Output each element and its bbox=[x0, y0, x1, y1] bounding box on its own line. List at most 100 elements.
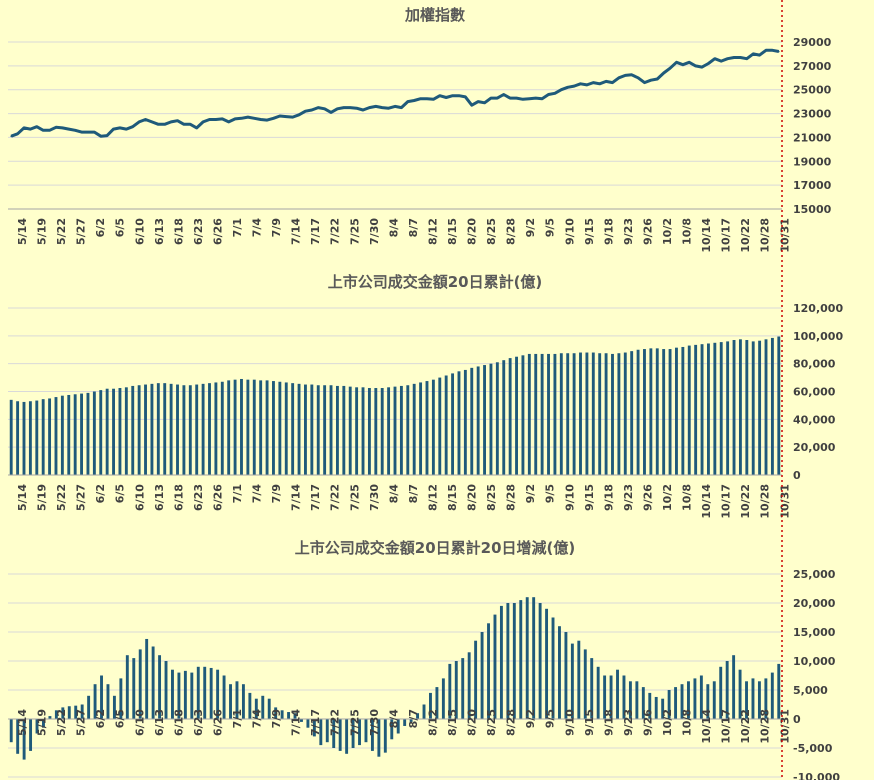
x-tick-label: 8/20 bbox=[466, 709, 479, 736]
bar bbox=[699, 675, 703, 719]
bar bbox=[521, 355, 525, 475]
bar bbox=[725, 661, 729, 719]
bar bbox=[764, 678, 768, 719]
data-point bbox=[739, 56, 742, 59]
data-point bbox=[61, 127, 64, 129]
bar bbox=[48, 716, 52, 719]
bar bbox=[209, 667, 213, 719]
data-point bbox=[362, 109, 364, 111]
x-tick-label: 8/7 bbox=[407, 709, 420, 728]
bar bbox=[367, 388, 371, 475]
x-tick-label: 8/28 bbox=[505, 484, 518, 511]
bar bbox=[770, 337, 774, 475]
x-tick-label: 5/22 bbox=[55, 709, 68, 736]
data-point bbox=[42, 129, 44, 132]
bar bbox=[758, 340, 762, 475]
bar bbox=[304, 384, 307, 475]
bar bbox=[190, 672, 194, 719]
bar bbox=[751, 341, 755, 475]
bar bbox=[406, 385, 410, 475]
bar bbox=[425, 381, 429, 475]
x-tick-label: 7/1 bbox=[231, 484, 244, 503]
x-tick-label: 7/4 bbox=[251, 484, 264, 504]
x-tick-label: 5/14 bbox=[16, 709, 29, 736]
data-point bbox=[16, 133, 19, 135]
data-point bbox=[611, 81, 614, 84]
bar bbox=[358, 719, 361, 746]
bar bbox=[183, 670, 187, 719]
x-tick-label: 9/10 bbox=[563, 709, 576, 736]
bar bbox=[732, 655, 736, 719]
bar bbox=[635, 681, 639, 719]
bar bbox=[553, 353, 557, 475]
bar bbox=[138, 649, 142, 719]
bar bbox=[100, 675, 103, 719]
y-tick-label: 17000 bbox=[793, 179, 832, 192]
bar bbox=[387, 387, 391, 475]
data-point bbox=[215, 118, 217, 121]
bar bbox=[261, 695, 265, 719]
bar bbox=[377, 719, 381, 757]
x-tick-label: 7/14 bbox=[290, 218, 303, 245]
x-tick-label: 5/14 bbox=[16, 484, 29, 511]
bar bbox=[655, 348, 659, 475]
x-tick-label: 10/31 bbox=[778, 218, 791, 253]
bar bbox=[9, 719, 13, 743]
x-tick-label: 10/2 bbox=[661, 218, 674, 245]
bar bbox=[67, 394, 71, 475]
x-tick-label: 7/17 bbox=[309, 484, 322, 511]
bar bbox=[403, 719, 407, 726]
bar bbox=[22, 401, 26, 475]
bar bbox=[246, 379, 250, 475]
chart-index: 加權指數 15000 17000 19000 21000 23000 25000 27000 2… bbox=[8, 6, 832, 253]
bar bbox=[54, 710, 58, 719]
bar bbox=[164, 661, 168, 719]
x-tick-label: 9/5 bbox=[544, 218, 557, 237]
data-point bbox=[496, 97, 499, 99]
data-point bbox=[618, 76, 620, 79]
data-point bbox=[304, 110, 307, 112]
bar bbox=[233, 379, 237, 475]
bar bbox=[451, 373, 455, 475]
bar bbox=[267, 698, 271, 719]
data-point bbox=[253, 117, 256, 120]
data-point bbox=[151, 121, 153, 123]
data-point bbox=[413, 99, 415, 102]
x-tick-label: 9/23 bbox=[622, 484, 635, 511]
data-point bbox=[714, 57, 716, 60]
bar bbox=[335, 385, 339, 475]
bar bbox=[590, 658, 594, 719]
bar bbox=[150, 383, 154, 475]
x-tick-label: 9/18 bbox=[602, 484, 615, 511]
x-tick-label: 6/13 bbox=[153, 709, 166, 736]
bar bbox=[422, 704, 426, 719]
bar bbox=[383, 719, 387, 753]
bar bbox=[687, 681, 690, 719]
bar bbox=[674, 687, 678, 719]
bar bbox=[74, 705, 78, 719]
bar bbox=[476, 366, 480, 475]
x-tick-label: 8/20 bbox=[466, 218, 479, 245]
data-point bbox=[682, 63, 684, 66]
y-tick-label: 15,000 bbox=[793, 626, 836, 639]
x-tick-label: 7/30 bbox=[368, 709, 381, 736]
bar bbox=[448, 663, 452, 719]
bar bbox=[707, 343, 710, 475]
chart-change: 上市公司成交金額20日累計20日增減(億) -10,000 -5,000 0 5,000… bbox=[8, 539, 840, 780]
y-tick-label: -10,000 bbox=[793, 771, 840, 780]
bar bbox=[332, 719, 336, 748]
bar bbox=[241, 684, 245, 719]
x-tick-label: 7/22 bbox=[329, 709, 342, 736]
data-point bbox=[643, 81, 646, 84]
data-point bbox=[387, 107, 390, 110]
bar bbox=[310, 384, 314, 475]
bar bbox=[745, 340, 749, 475]
bar bbox=[777, 336, 781, 475]
data-point bbox=[566, 86, 569, 89]
bar bbox=[87, 695, 91, 719]
bar bbox=[151, 646, 155, 719]
bar bbox=[60, 395, 64, 475]
bar bbox=[444, 375, 448, 475]
data-point bbox=[272, 117, 275, 120]
data-point bbox=[48, 129, 51, 132]
